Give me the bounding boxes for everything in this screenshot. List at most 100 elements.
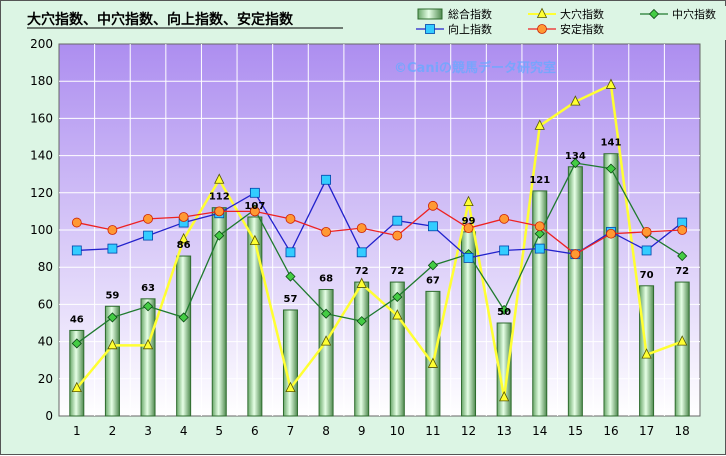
circle-marker [463,223,474,234]
triangle-marker [249,234,261,246]
bar [247,216,263,417]
diamond-marker [71,338,82,349]
circle-marker [107,225,118,235]
chart-title: 大穴指数、中穴指数、向上指数、安定指数 [27,11,294,28]
x-tick-label: 16 [603,424,618,438]
triangle-marker [356,277,367,288]
diamond-marker [107,312,118,323]
x-tick-label: 6 [251,424,259,438]
watermark-text: ©Caniの競馬データ研究室 [394,60,556,76]
circle-marker [143,213,153,224]
triangle-marker [71,381,82,393]
y-tick-label: 120 [30,186,53,200]
bar [69,329,85,417]
data-label: 70 [640,270,654,281]
triangle-marker [641,348,652,359]
x-tick-label: 9 [358,424,366,438]
x-tick-label: 3 [144,424,152,438]
circle-marker [285,213,296,224]
diamond-marker [356,316,367,327]
data-label: 107 [244,201,265,212]
circle-marker [428,200,438,211]
x-tick-label: 8 [322,424,330,438]
x-tick-label: 10 [390,424,405,438]
triangle-marker [107,338,118,350]
square-marker [107,243,118,254]
y-tick-label: 60 [38,297,53,311]
circle-marker [537,24,547,34]
y-tick-label: 80 [38,260,53,274]
data-label: 121 [529,175,550,186]
legend-swatch-bar [417,8,443,20]
triangle-marker [214,173,225,184]
square-marker [321,174,331,185]
x-tick-label: 11 [425,424,440,438]
diamond-marker [677,250,688,262]
legend-label: 安定指数 [560,22,604,36]
y-tick-label: 140 [30,149,53,163]
circle-marker [249,206,260,217]
data-label: 72 [390,266,404,277]
circle-marker [677,225,688,235]
x-tick-label: 7 [287,424,295,438]
square-marker [392,215,403,226]
circle-marker [499,213,510,224]
triangle-marker [536,7,548,18]
diamond-marker [499,304,510,316]
series-line [76,205,683,255]
diamond-marker [142,301,154,312]
data-label: 86 [177,240,191,251]
data-label: 68 [319,274,333,285]
diamond-marker [321,308,332,319]
triangle-marker [534,119,545,130]
triangle-marker [677,335,688,346]
data-label: 50 [497,307,511,318]
x-tick-label: 18 [675,424,690,438]
diamond-marker [392,291,403,303]
triangle-marker [570,95,581,106]
triangle-marker [142,338,154,350]
bar [567,166,583,417]
square-marker [143,230,153,241]
y-tick-label: 200 [30,37,53,51]
series-line [76,162,683,344]
square-marker [71,245,82,256]
circle-marker [71,217,82,228]
legend-label: 中穴指数 [672,7,716,21]
x-tick-label: 4 [180,424,188,438]
x-tick-label: 13 [496,424,511,438]
y-tick-label: 160 [30,111,53,125]
bar [674,281,690,417]
x-tick-label: 2 [109,424,117,438]
bar [354,281,370,417]
square-marker [249,187,260,198]
data-label: 57 [284,294,298,305]
square-marker [641,245,652,256]
data-label: 141 [601,138,622,149]
square-marker [534,243,545,254]
data-label: 72 [355,266,369,277]
circle-marker [321,226,331,237]
x-tick-label: 17 [639,424,654,438]
x-tick-label: 5 [215,424,223,438]
data-label: 112 [209,192,230,203]
triangle-marker [463,195,474,207]
square-marker [356,247,367,258]
circle-marker [392,230,403,241]
data-label: 134 [565,151,586,162]
triangle-marker [427,357,439,368]
square-marker [463,252,474,263]
square-marker [425,24,435,34]
diamond-marker [605,163,617,174]
bar [140,298,156,417]
legend-label: 大穴指数 [560,7,604,21]
bar [425,290,441,417]
diamond-marker [648,8,660,20]
lines-layer [71,78,688,402]
diamond-marker [534,228,545,239]
circle-marker [570,249,581,260]
